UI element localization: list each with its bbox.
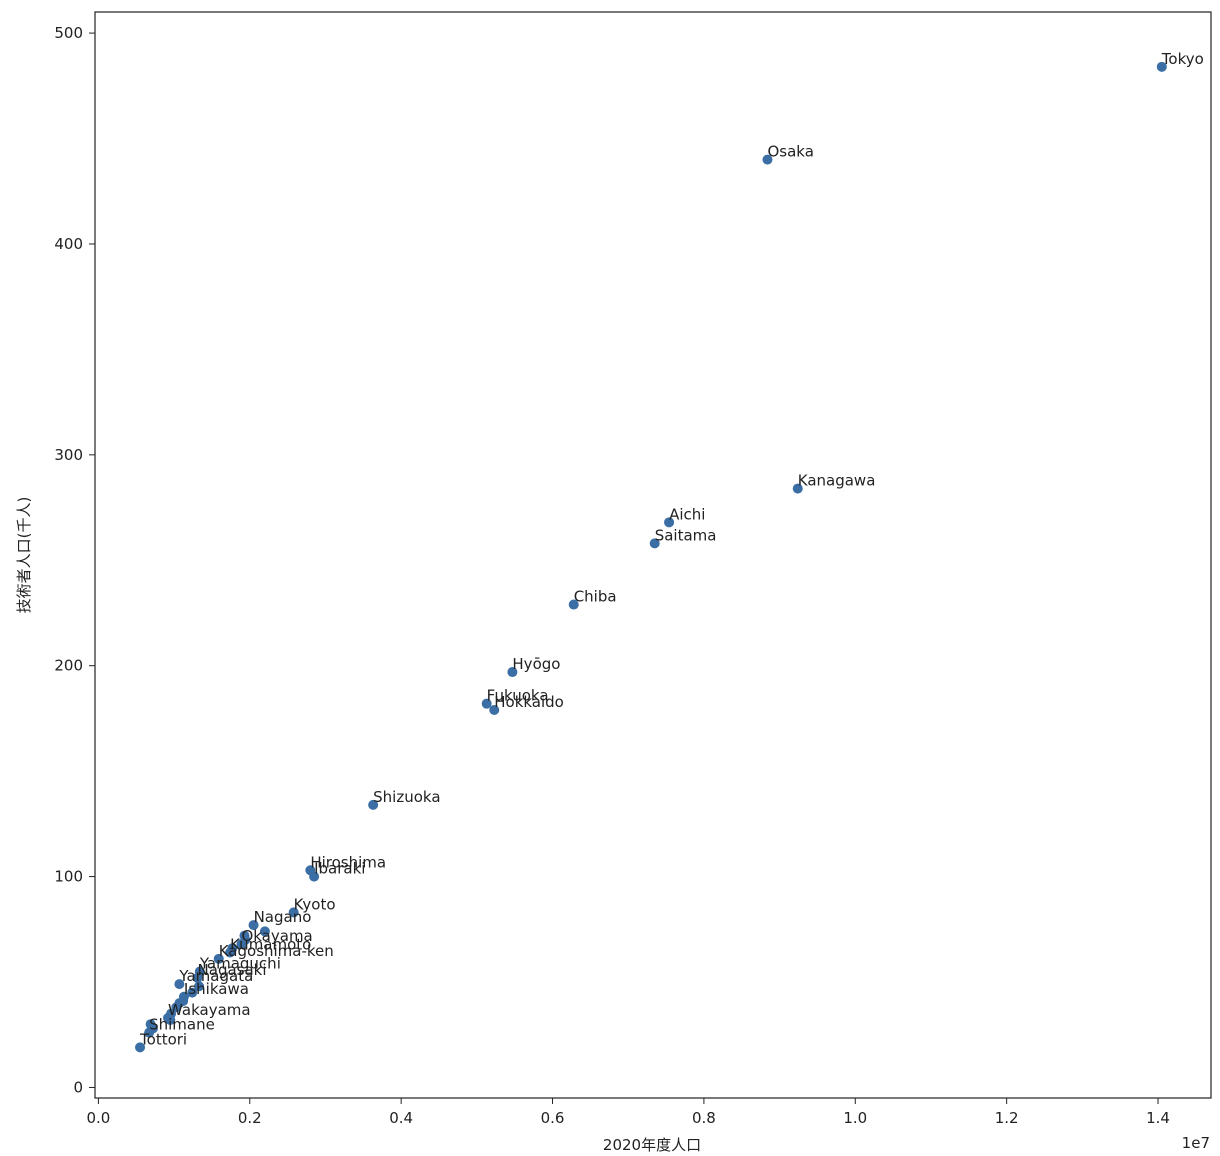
data-point [165,1014,176,1025]
data-point [489,704,500,715]
point-label: Hyōgo [512,655,560,673]
point-label: Chiba [574,588,617,606]
x-tick-label: 0.8 [692,1109,716,1127]
point-label: Kumamoto [230,935,311,953]
x-tick-label: 1.0 [843,1109,867,1127]
data-point [368,799,379,810]
data-point [481,698,492,709]
y-tick-label: 500 [54,24,83,42]
point-label: Okayama [241,927,312,945]
data-point [507,667,518,678]
point-label: Kyoto [294,895,336,913]
data-point [1156,61,1167,72]
point-label: Wakayama [168,1001,251,1019]
point-label: Kanagawa [798,472,876,490]
data-point [259,926,270,937]
y-tick-label: 0 [73,1078,83,1096]
x-offset-label: 1e7 [1182,1134,1210,1152]
y-tick-label: 200 [54,657,83,675]
data-point [192,972,203,983]
point-label: Hokkaido [494,693,564,711]
point-label: Hiroshima [310,853,386,871]
data-point [568,599,579,610]
y-tick-label: 100 [54,868,83,886]
x-tick-label: 1.4 [1146,1109,1170,1127]
data-point [762,154,773,165]
x-tick-label: 0.6 [541,1109,565,1127]
point-label: Osaka [767,143,813,161]
data-point [225,947,236,958]
x-axis-label: 2020年度人口 [603,1136,701,1154]
point-label: Saitama [655,526,717,544]
point-label: Nagano [254,908,312,926]
y-axis-label: 技術者人口(千人) [15,497,33,614]
x-tick-label: 0.2 [238,1109,262,1127]
data-point [194,981,205,992]
data-point [248,920,259,931]
x-tick-label: 1.2 [995,1109,1019,1127]
data-point [187,987,198,998]
y-tick-label: 400 [54,235,83,253]
data-points [135,61,1167,1053]
point-label: Tottori [139,1030,187,1048]
x-tick-label: 0.0 [86,1109,110,1127]
data-point [144,1027,155,1038]
point-label: Aichi [669,505,705,523]
point-label: Kagoshima-ken [219,942,334,960]
data-point [309,871,320,882]
y-axis: 0 100 200 300 400 500 [54,24,95,1096]
data-point [135,1042,146,1053]
data-point [792,483,803,494]
point-label: Shizuoka [373,788,440,806]
point-label: Nagasaki [198,961,267,979]
point-label: Fukuoka [487,687,549,705]
point-label: Ibaraki [314,860,365,878]
data-point [236,939,247,950]
y-tick-label: 300 [54,446,83,464]
point-label: Tokyo [1161,50,1204,68]
point-labels: Tokyo Osaka Kanagawa Aichi Saitama Chiba Hyōgo… [139,50,1204,1049]
point-label: Shimane [149,1016,215,1034]
data-point [288,907,299,918]
plot-frame [94,11,1212,1099]
point-label: Yamagata [178,967,253,985]
point-label: Ishikawa [184,980,249,998]
data-point [174,979,185,990]
data-point [649,538,660,549]
data-point [213,953,224,964]
point-label: Yamaguchi [199,954,281,972]
x-tick-label: 0.4 [389,1109,413,1127]
x-axis: 0.0 0.2 0.4 0.6 0.8 1.0 1.2 1.4 [86,1098,1170,1127]
data-point [664,517,675,528]
